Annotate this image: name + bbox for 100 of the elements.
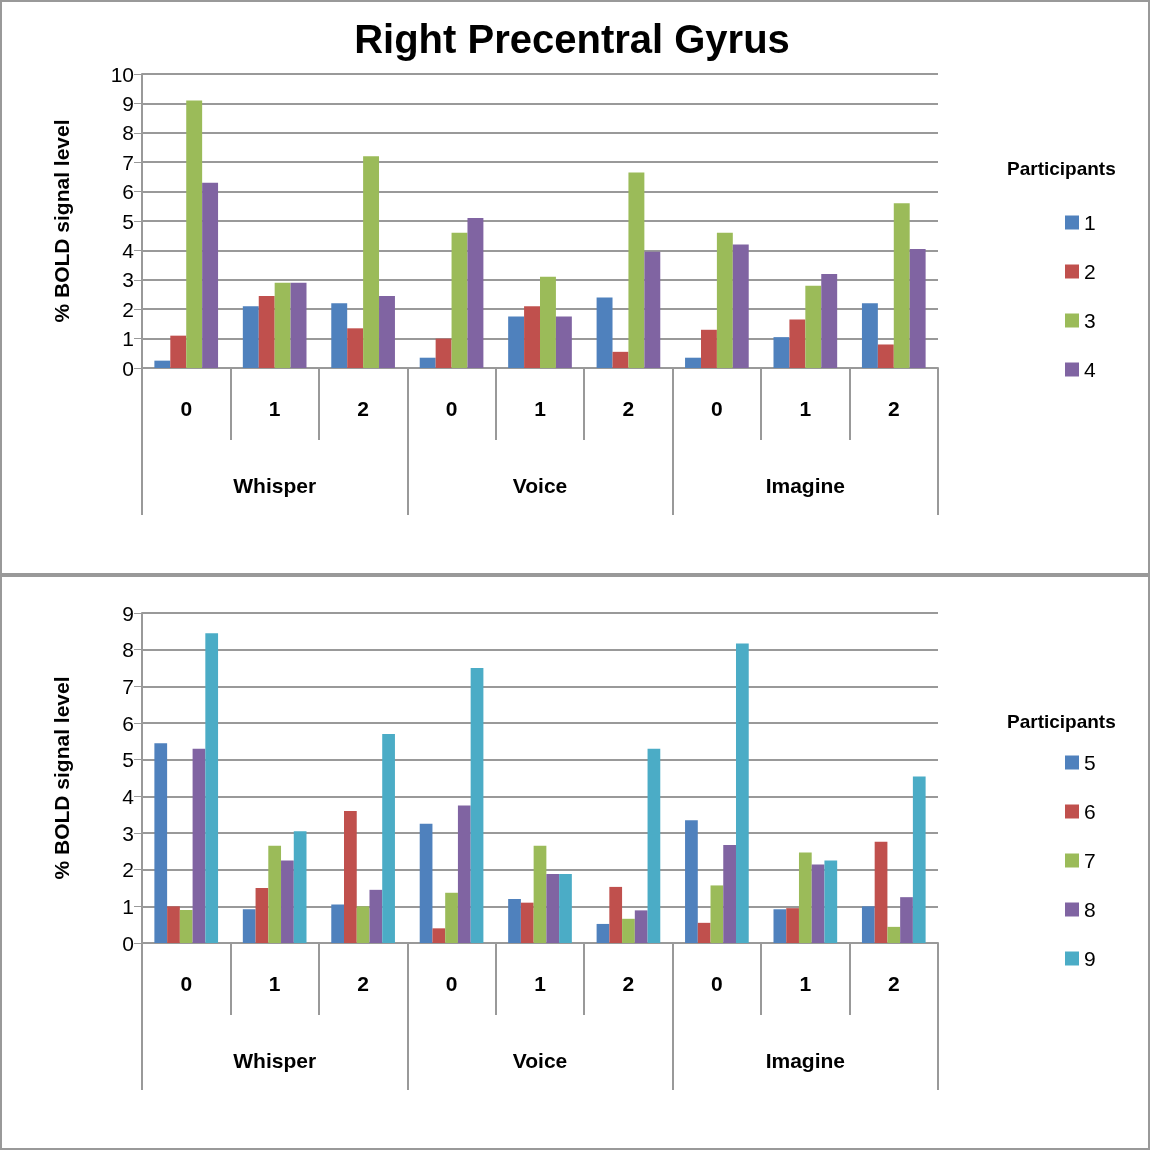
text: Whisper: [233, 474, 317, 497]
y-tick-label: 8: [122, 121, 134, 145]
bar: [258, 295, 275, 368]
bar: [874, 841, 888, 943]
x-tick-label: 0: [180, 397, 193, 420]
bar: [192, 748, 206, 943]
bar: [154, 743, 168, 943]
bar: [861, 303, 878, 368]
bar: [723, 845, 736, 943]
bar: [290, 282, 307, 368]
bar: [716, 232, 733, 368]
x-tick-label: 2: [357, 397, 369, 420]
bar: [281, 860, 294, 943]
bar: [202, 182, 219, 368]
bar: [700, 329, 717, 368]
bar: [533, 845, 547, 943]
bar: [912, 776, 926, 943]
bar: [524, 306, 540, 368]
bar: [622, 918, 635, 943]
bar: [697, 922, 711, 943]
text: Whisper: [233, 1049, 317, 1072]
bar: [546, 874, 560, 943]
bar: [789, 319, 806, 368]
bar: [612, 351, 629, 368]
bar: [363, 156, 380, 368]
bar: [798, 852, 812, 943]
bar: [419, 823, 433, 943]
text: Imagine: [765, 1049, 846, 1072]
y-tick-label: 3: [122, 821, 134, 845]
legend-title: Participants: [1007, 711, 1116, 732]
bar: [887, 926, 901, 943]
bar: [773, 337, 790, 368]
bar: [170, 335, 187, 368]
bar: [445, 892, 458, 943]
bar: [344, 811, 357, 943]
y-tick-label: 4: [122, 238, 135, 262]
bar: [773, 909, 787, 943]
bar: [508, 316, 525, 368]
bar: [628, 172, 645, 368]
bar: [154, 360, 171, 368]
bar: [347, 328, 364, 368]
bar: [293, 831, 307, 943]
x-tick-label: 2: [622, 397, 635, 420]
legend-label: 4: [1084, 358, 1096, 381]
x-tick-label: 1: [268, 397, 281, 420]
bar: [435, 338, 452, 368]
bar: [470, 668, 484, 943]
legend-label: 6: [1084, 800, 1096, 823]
bar: [909, 248, 926, 368]
bar: [555, 316, 572, 368]
bar: [893, 203, 910, 368]
bar: [255, 888, 269, 943]
legend-label: 7: [1084, 849, 1096, 872]
bar: [186, 100, 203, 368]
bar: [824, 860, 838, 943]
bar: [419, 357, 436, 368]
bar: [167, 906, 180, 943]
bar: [811, 864, 825, 943]
x-tick-label: 1: [268, 972, 281, 995]
y-tick-label: 6: [122, 180, 134, 204]
y-tick-label: 7: [122, 674, 134, 698]
bar: [242, 909, 256, 943]
bar: [900, 897, 913, 943]
y-tick-label: 7: [122, 150, 134, 174]
x-tick-label: 1: [534, 972, 547, 995]
legend-label: 8: [1084, 898, 1096, 921]
bar: [710, 885, 724, 943]
bar: [596, 297, 613, 368]
bar: [331, 303, 348, 368]
bar: [861, 906, 875, 943]
x-tick-label: 0: [445, 397, 458, 420]
bar: [432, 928, 446, 943]
bar: [559, 874, 572, 943]
y-tick-label: 10: [110, 62, 134, 86]
bar: [379, 295, 395, 368]
chart-title: Right Precentral Gyrus: [354, 17, 790, 61]
x-tick-label: 1: [799, 972, 812, 995]
bar: [451, 232, 468, 368]
y-tick-label: 5: [122, 209, 134, 233]
bar: [467, 218, 484, 368]
bar: [331, 904, 345, 943]
x-tick-label: 2: [357, 972, 369, 995]
bar: [634, 910, 648, 943]
bar: [596, 923, 610, 943]
y-tick-label: 9: [122, 601, 134, 625]
bar: [508, 899, 521, 943]
bar: [685, 357, 701, 368]
bar: [877, 344, 894, 368]
bar: [540, 276, 556, 368]
bar: [520, 902, 534, 943]
x-tick-label: 0: [445, 972, 458, 995]
y-tick-label: 2: [122, 858, 134, 882]
bar: [242, 306, 259, 368]
bar: [735, 643, 749, 943]
bar: [786, 908, 799, 943]
legend-label: 3: [1084, 309, 1096, 332]
y-tick-label: 3: [122, 268, 134, 292]
bar: [647, 748, 661, 943]
y-tick-label: 1: [122, 327, 134, 351]
bar: [274, 282, 291, 368]
